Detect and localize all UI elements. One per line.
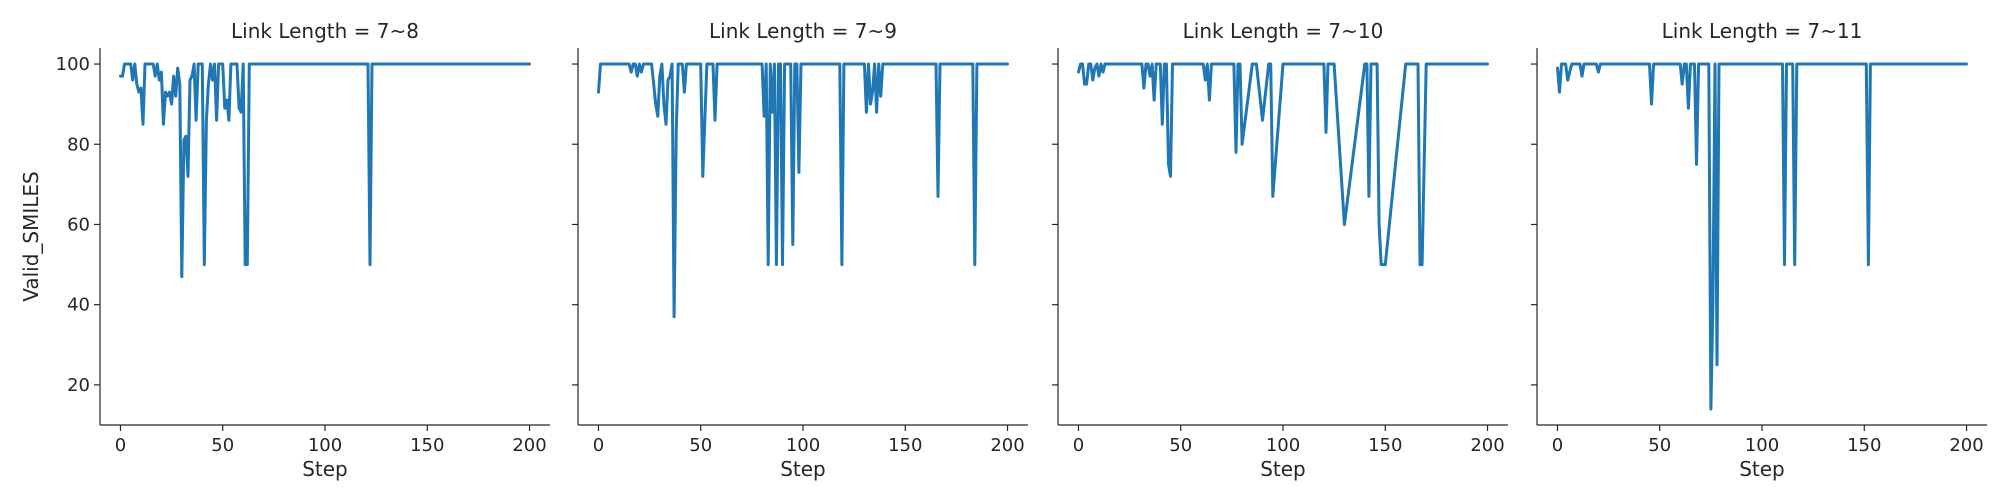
x-axis-label: Step bbox=[780, 457, 826, 481]
x-tick-label: 100 bbox=[1745, 435, 1779, 456]
x-tick-label: 100 bbox=[1266, 435, 1300, 456]
x-tick-label: 50 bbox=[1648, 435, 1671, 456]
x-tick-label: 0 bbox=[115, 435, 126, 456]
y-tick-label: 60 bbox=[67, 214, 90, 235]
panel-title: Link Length = 7~8 bbox=[231, 19, 419, 43]
x-tick-label: 150 bbox=[410, 435, 444, 456]
chart-panel-1: Link Length = 7~8 0 50 100 150 200 20 40 60 80 100… bbox=[19, 19, 550, 481]
series-line-1 bbox=[1077, 62, 1489, 267]
panel-title: Link Length = 7~9 bbox=[709, 19, 897, 43]
x-tick-label: 200 bbox=[990, 435, 1024, 456]
series-line-1 bbox=[119, 62, 531, 279]
x-tick-label: 50 bbox=[211, 435, 234, 456]
x-tick-label: 150 bbox=[888, 435, 922, 456]
y-tick-label: 40 bbox=[67, 295, 90, 316]
x-tick-label: 200 bbox=[1470, 435, 1504, 456]
series-line-1 bbox=[1556, 62, 1968, 411]
x-tick-label: 50 bbox=[689, 435, 712, 456]
x-tick-label: 0 bbox=[593, 435, 604, 456]
series-line-1 bbox=[597, 62, 1009, 319]
y-tick-label: 80 bbox=[67, 134, 90, 155]
x-axis-label: Step bbox=[302, 457, 348, 481]
x-tick-label: 150 bbox=[1847, 435, 1881, 456]
chart-panel-2: Link Length = 7~9 0 50 100 150 200 Step bbox=[572, 19, 1028, 481]
x-tick-label: 100 bbox=[308, 435, 342, 456]
y-axis-label: Valid_SMILES bbox=[19, 171, 43, 302]
x-axis-label: Step bbox=[1739, 457, 1785, 481]
y-tick-label: 100 bbox=[56, 54, 90, 75]
x-tick-label: 50 bbox=[1169, 435, 1192, 456]
x-tick-label: 0 bbox=[1073, 435, 1084, 456]
x-tick-label: 200 bbox=[1949, 435, 1983, 456]
panel-title: Link Length = 7~11 bbox=[1662, 19, 1863, 43]
chart-panel-4: Link Length = 7~11 0 50 100 150 200 Step bbox=[1531, 19, 1987, 481]
x-axis-label: Step bbox=[1260, 457, 1306, 481]
panel-title: Link Length = 7~10 bbox=[1183, 19, 1384, 43]
y-tick-label: 20 bbox=[67, 375, 90, 396]
chart-panel-3: Link Length = 7~10 0 50 100 150 200 Step bbox=[1052, 19, 1508, 481]
x-tick-label: 150 bbox=[1368, 435, 1402, 456]
x-tick-label: 200 bbox=[512, 435, 546, 456]
x-tick-label: 100 bbox=[786, 435, 820, 456]
x-tick-label: 0 bbox=[1552, 435, 1563, 456]
